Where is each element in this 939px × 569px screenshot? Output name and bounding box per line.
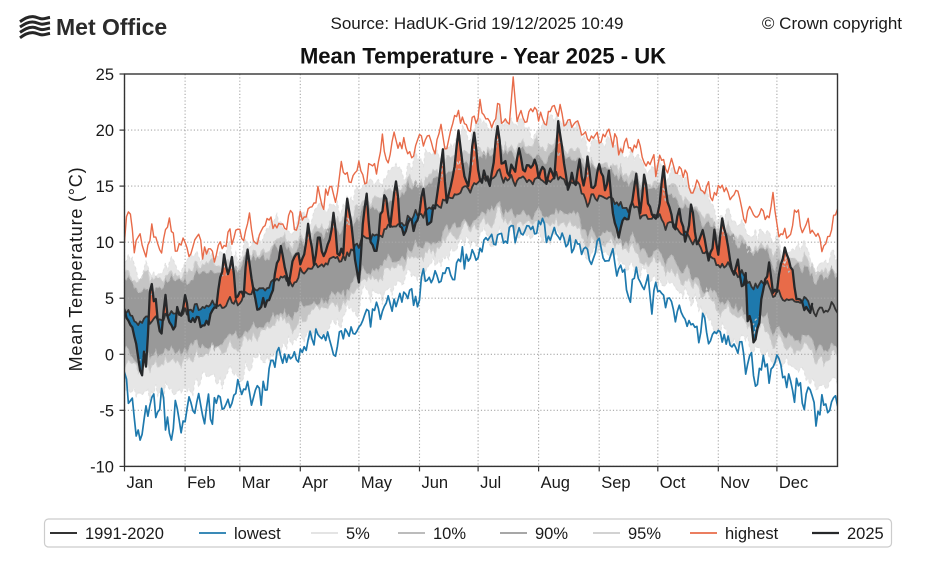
svg-text:lowest: lowest [234, 525, 281, 543]
svg-text:-5: -5 [99, 402, 114, 420]
svg-text:Mean Temperature - Year 2025 -: Mean Temperature - Year 2025 - UK [300, 44, 666, 69]
svg-text:2025: 2025 [847, 525, 884, 543]
svg-text:highest: highest [725, 525, 779, 543]
svg-text:0: 0 [105, 346, 114, 364]
svg-text:90%: 90% [535, 525, 568, 543]
svg-text:25: 25 [96, 66, 114, 84]
svg-text:Oct: Oct [660, 474, 686, 492]
svg-text:Feb: Feb [187, 474, 215, 492]
svg-text:Dec: Dec [779, 474, 808, 492]
svg-text:95%: 95% [628, 525, 661, 543]
svg-text:Nov: Nov [720, 474, 750, 492]
svg-text:May: May [361, 474, 393, 492]
svg-text:Mar: Mar [242, 474, 271, 492]
svg-text:Apr: Apr [302, 474, 328, 492]
svg-text:Met Office: Met Office [56, 14, 167, 40]
svg-text:Mean Temperature (°C): Mean Temperature (°C) [66, 167, 86, 372]
svg-text:Sep: Sep [601, 474, 630, 492]
svg-text:Aug: Aug [541, 474, 570, 492]
svg-text:Jan: Jan [127, 474, 154, 492]
svg-text:1991-2020: 1991-2020 [85, 525, 164, 543]
svg-text:15: 15 [96, 178, 114, 196]
svg-text:5: 5 [105, 290, 114, 308]
svg-text:Source: HadUK-Grid 19/12/2025: Source: HadUK-Grid 19/12/2025 10:49 [331, 14, 624, 33]
svg-text:Jul: Jul [480, 474, 501, 492]
svg-text:20: 20 [96, 122, 114, 140]
svg-text:© Crown copyright: © Crown copyright [762, 14, 902, 33]
svg-text:-10: -10 [90, 458, 114, 476]
svg-text:10%: 10% [433, 525, 466, 543]
svg-text:5%: 5% [346, 525, 370, 543]
svg-text:10: 10 [96, 234, 114, 252]
svg-text:Jun: Jun [422, 474, 449, 492]
